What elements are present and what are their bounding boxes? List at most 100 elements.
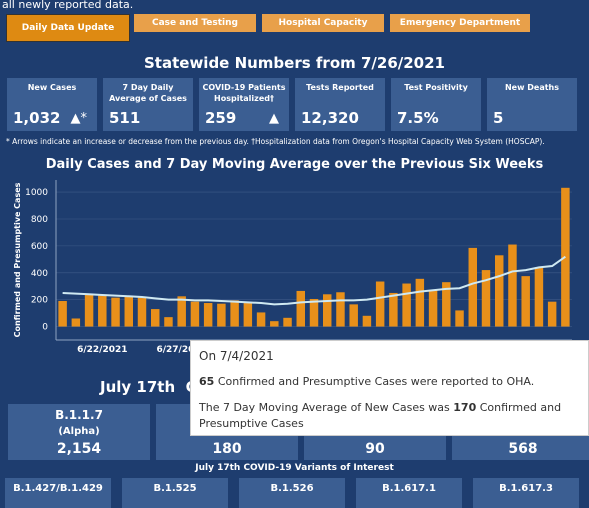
tooltip-cases: 65 Confirmed and Presumptive Cases were …: [199, 375, 534, 388]
bar: [534, 267, 544, 327]
bar: [336, 292, 345, 327]
stat-box: New Deaths 5: [487, 78, 577, 131]
bar: [428, 290, 438, 327]
variant-count: 180: [212, 441, 242, 457]
stat-indicator: ▲: [269, 111, 279, 126]
x-tick-label: 6/22/2021: [77, 345, 127, 355]
bar: [190, 301, 200, 327]
tooltip-average-end: Presumptive Cases: [199, 417, 304, 430]
variant-interest-box: B.1.617.3: [473, 478, 579, 508]
tooltip-average-text: The 7 Day Moving Average of New Cases wa…: [199, 401, 450, 414]
bar: [481, 270, 491, 327]
bar: [256, 312, 266, 327]
bar: [442, 282, 451, 327]
chart: Confirmed and Presumptive Cases 0 200 400 60…: [13, 180, 572, 355]
tab[interactable]: Case and Testing: [134, 14, 256, 32]
stat-box: 7 Day Daily Average of Cases 511: [103, 78, 193, 131]
y-tick-label: 200: [31, 296, 48, 306]
bar: [243, 303, 253, 327]
bar: [455, 310, 464, 327]
bar: [98, 295, 107, 327]
tooltip: On 7/4/2021 65 Confirmed and Presumptive…: [190, 340, 589, 436]
stat-label: COVID-19 Patients Hospitalized†: [202, 83, 286, 103]
bar: [362, 315, 372, 327]
tooltip-average-value: 170: [453, 401, 477, 414]
y-tick-label: 400: [31, 269, 48, 279]
variant-interest-box: B.1.526: [239, 478, 345, 508]
stat-value: 259: [205, 109, 237, 127]
chart-title: Daily Cases and 7 Day Moving Average ove…: [45, 157, 544, 172]
stat-label: New Deaths: [504, 83, 560, 92]
bar: [230, 300, 239, 327]
bar: [296, 290, 306, 327]
variant-count: 90: [365, 441, 385, 457]
stat-label: Test Positivity: [404, 83, 468, 92]
tab[interactable]: Emergency Department: [390, 14, 530, 32]
variant-count: 568: [508, 441, 538, 457]
y-tick-label: 1000: [25, 188, 48, 198]
y-tick-label: 600: [31, 242, 48, 252]
bar: [203, 303, 213, 327]
stat-box: New Cases 1,032 ▲*: [7, 78, 97, 131]
bar: [494, 255, 504, 327]
bar: [349, 304, 358, 327]
tooltip-average: The 7 Day Moving Average of New Cases wa…: [199, 401, 561, 414]
y-tick-label: 0: [42, 323, 48, 333]
bar: [217, 303, 226, 327]
tab[interactable]: Hospital Capacity: [262, 14, 384, 32]
bar: [111, 297, 120, 327]
tooltip-date: On 7/4/2021: [199, 349, 274, 363]
bar: [283, 317, 292, 327]
moving-average-line: [62, 255, 566, 306]
title: Statewide Numbers from 7/26/2021: [144, 54, 445, 72]
stat-value: 5: [493, 109, 504, 127]
bar: [270, 321, 279, 327]
variant-interest-box: B.1.427/B.1.429: [5, 478, 111, 508]
notice: all newly reported data.: [2, 0, 134, 11]
variants-of-interest-heading: July 17th COVID-19 Variants of Interest: [195, 463, 394, 473]
footnote: * Arrows indicate an increase or decreas…: [6, 137, 545, 146]
bar: [177, 296, 186, 327]
bar: [309, 298, 319, 327]
bar: [547, 301, 557, 327]
variant-count: 2,154: [56, 441, 102, 457]
bar: [508, 244, 517, 327]
bar: [468, 247, 478, 327]
stat-value: 7.5%: [397, 109, 439, 127]
stat-box: COVID-19 Patients Hospitalized† 259 ▲: [199, 78, 289, 131]
variant-name: B.1.1.7: [55, 408, 103, 422]
bar: [521, 276, 530, 327]
stat-label: New Cases: [27, 83, 77, 92]
stat-indicator: ▲*: [70, 111, 88, 126]
tooltip-average-suffix: Confirmed and: [479, 401, 562, 414]
bar: [71, 318, 81, 327]
stat-box: Test Positivity 7.5%: [391, 78, 481, 131]
bar: [402, 283, 411, 327]
stat-value: 12,320: [301, 109, 359, 127]
bar: [137, 297, 147, 327]
bar: [124, 296, 134, 327]
tab[interactable]: Daily Data Update: [6, 14, 130, 42]
bar: [415, 278, 425, 327]
bar: [84, 293, 94, 327]
variant-interest-box: B.1.617.1: [356, 478, 462, 508]
variant-box: B.1.1.7 (Alpha) 2,154: [8, 404, 150, 460]
bar: [58, 301, 67, 327]
tooltip-cases-value: 65: [199, 375, 215, 388]
stat-label: Tests Reported: [306, 83, 374, 92]
bar: [150, 309, 160, 327]
stat-value: 1,032: [13, 109, 61, 127]
bar: [322, 294, 332, 327]
y-axis-label: Confirmed and Presumptive Cases: [13, 182, 22, 337]
stat-box: Tests Reported 12,320: [295, 78, 385, 131]
y-tick-label: 800: [31, 215, 48, 225]
variant-interest-box: B.1.525: [122, 478, 228, 508]
stat-value: 511: [109, 109, 141, 127]
stat-label: 7 Day Daily Average of Cases: [109, 83, 187, 103]
bar: [375, 281, 385, 327]
variant-label: (Alpha): [58, 426, 100, 437]
bar: [389, 292, 398, 327]
bar: [164, 317, 173, 327]
tooltip-cases-text: Confirmed and Presumptive Cases were rep…: [217, 375, 535, 388]
